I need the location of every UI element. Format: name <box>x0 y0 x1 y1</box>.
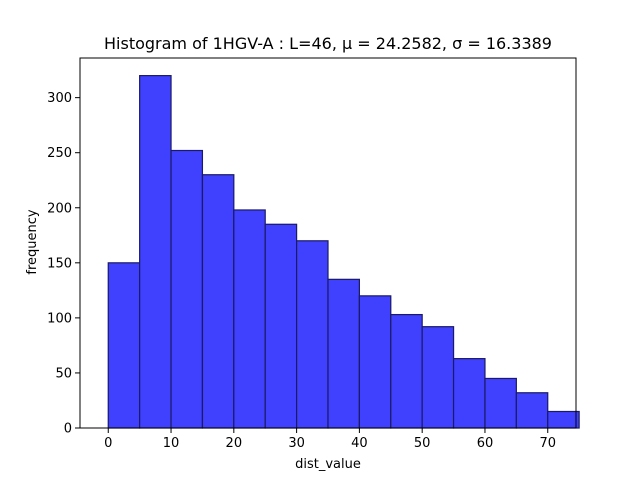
histogram-bar-2 <box>170 149 204 429</box>
y-axis-label: frequency <box>25 209 40 275</box>
histogram-bar-8 <box>358 295 392 429</box>
bars-group <box>107 75 580 429</box>
x-tick-label: 50 <box>414 436 431 451</box>
histogram-bar-10 <box>421 326 455 429</box>
histogram-bar-9 <box>390 313 423 429</box>
x-tick-label: 30 <box>288 436 305 451</box>
plot-frame <box>79 57 577 429</box>
y-tick-label: 50 <box>55 366 72 381</box>
histogram-bar-5 <box>264 223 298 429</box>
histogram-bar-1 <box>139 75 172 429</box>
histogram-bar-4 <box>233 209 266 429</box>
y-tick-label: 300 <box>47 91 72 106</box>
x-axis-label: dist_value <box>295 457 361 472</box>
x-tick-label: 60 <box>477 436 494 451</box>
x-tick-label: 40 <box>351 436 368 451</box>
chart-title: Histogram of 1HGV-A : L=46, μ = 24.2582,… <box>104 34 552 53</box>
histogram-bar-7 <box>327 278 360 429</box>
histogram-bar-0 <box>107 262 141 429</box>
x-tick-label: 20 <box>226 436 243 451</box>
y-tick-label: 100 <box>47 311 72 326</box>
x-tick-label: 0 <box>104 436 112 451</box>
histogram-bar-12 <box>484 377 517 429</box>
y-tick-label: 0 <box>64 422 72 437</box>
x-tick-label: 70 <box>539 436 556 451</box>
y-tick-label: 200 <box>47 201 72 216</box>
histogram-bar-3 <box>201 174 235 429</box>
axes-group: 0 10 20 30 40 50 60 70 0 50 100 150 200 250 300 <box>47 57 577 451</box>
y-tick-label: 150 <box>47 256 72 271</box>
histogram-bar-13 <box>515 392 549 429</box>
histogram-bar-11 <box>452 358 486 429</box>
x-tick-label: 10 <box>163 436 180 451</box>
histogram-bar-14 <box>547 410 580 429</box>
histogram-bar-6 <box>296 240 329 429</box>
y-tick-label: 250 <box>47 146 72 161</box>
